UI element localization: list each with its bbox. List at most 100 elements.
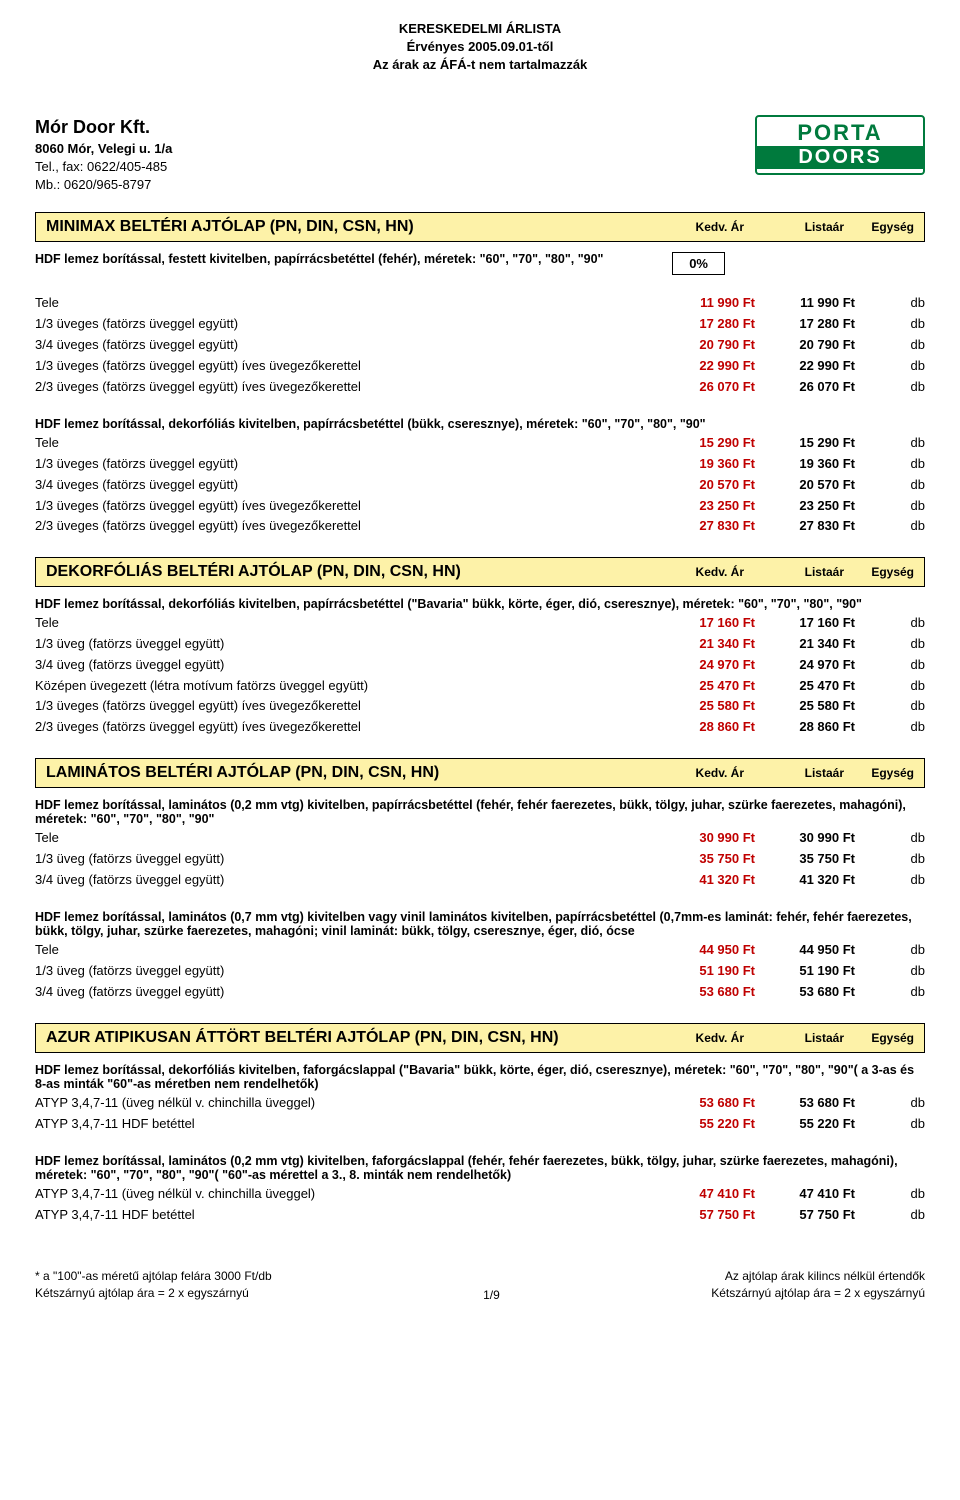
row-unit: db bbox=[855, 676, 925, 697]
header-line-3: Az árak az ÁFÁ-t nem tartalmazzák bbox=[35, 56, 925, 74]
footer-left-2: Kétszárnyú ajtólap ára = 2 x egyszárnyú bbox=[35, 1285, 272, 1302]
section-header: MINIMAX BELTÉRI AJTÓLAP (PN, DIN, CSN, H… bbox=[35, 212, 925, 242]
row-kedv-ar: 55 220 Ft bbox=[655, 1114, 755, 1135]
row-listaar: 57 750 Ft bbox=[755, 1205, 855, 1226]
price-row: 2/3 üveges (fatörzs üveggel együtt) íves… bbox=[35, 516, 925, 537]
row-unit: db bbox=[855, 634, 925, 655]
row-listaar: 19 360 Ft bbox=[755, 454, 855, 475]
row-unit: db bbox=[855, 1205, 925, 1226]
price-row: ATYP 3,4,7-11 HDF betéttel57 750 Ft57 75… bbox=[35, 1205, 925, 1226]
col-kedv-ar: Kedv. Ár bbox=[644, 565, 744, 579]
company-tel: Tel., fax: 0622/405-485 bbox=[35, 158, 172, 176]
col-listaar: Listaár bbox=[744, 766, 844, 780]
row-listaar: 27 830 Ft bbox=[755, 516, 855, 537]
row-kedv-ar: 53 680 Ft bbox=[655, 982, 755, 1003]
price-row: Tele15 290 Ft15 290 Ftdb bbox=[35, 433, 925, 454]
price-row: ATYP 3,4,7-11 (üveg nélkül v. chinchilla… bbox=[35, 1093, 925, 1114]
row-kedv-ar: 35 750 Ft bbox=[655, 849, 755, 870]
row-kedv-ar: 22 990 Ft bbox=[655, 356, 755, 377]
price-row: Középen üvegezett (létra motívum fatörzs… bbox=[35, 676, 925, 697]
row-label: ATYP 3,4,7-11 (üveg nélkül v. chinchilla… bbox=[35, 1184, 655, 1205]
row-listaar: 22 990 Ft bbox=[755, 356, 855, 377]
row-kedv-ar: 51 190 Ft bbox=[655, 961, 755, 982]
group-subhead: HDF lemez borítással, dekorfóliás kivite… bbox=[35, 417, 925, 431]
section-header: DEKORFÓLIÁS BELTÉRI AJTÓLAP (PN, DIN, CS… bbox=[35, 557, 925, 587]
row-unit: db bbox=[855, 1114, 925, 1135]
row-listaar: 11 990 Ft bbox=[755, 293, 855, 314]
group-subhead: HDF lemez borítással, laminátos (0,2 mm … bbox=[35, 798, 925, 826]
row-listaar: 30 990 Ft bbox=[755, 828, 855, 849]
row-label: Tele bbox=[35, 293, 655, 314]
row-kedv-ar: 25 470 Ft bbox=[655, 676, 755, 697]
company-block: Mór Door Kft. 8060 Mór, Velegi u. 1/a Te… bbox=[35, 115, 925, 195]
row-label: Tele bbox=[35, 940, 655, 961]
price-row: ATYP 3,4,7-11 (üveg nélkül v. chinchilla… bbox=[35, 1184, 925, 1205]
row-listaar: 28 860 Ft bbox=[755, 717, 855, 738]
col-listaar: Listaár bbox=[744, 565, 844, 579]
row-label: 1/3 üveges (fatörzs üveggel együtt) bbox=[35, 314, 655, 335]
col-egyseg: Egység bbox=[844, 565, 914, 579]
price-row: 1/3 üveg (fatörzs üveggel együtt)21 340 … bbox=[35, 634, 925, 655]
row-listaar: 21 340 Ft bbox=[755, 634, 855, 655]
col-listaar: Listaár bbox=[744, 1031, 844, 1045]
discount-row: HDF lemez borítással, festett kivitelben… bbox=[35, 252, 925, 275]
row-listaar: 35 750 Ft bbox=[755, 849, 855, 870]
row-kedv-ar: 28 860 Ft bbox=[655, 717, 755, 738]
row-kedv-ar: 17 280 Ft bbox=[655, 314, 755, 335]
row-kedv-ar: 47 410 Ft bbox=[655, 1184, 755, 1205]
row-unit: db bbox=[855, 516, 925, 537]
price-row: Tele30 990 Ft30 990 Ftdb bbox=[35, 828, 925, 849]
row-kedv-ar: 15 290 Ft bbox=[655, 433, 755, 454]
row-label: 3/4 üveg (fatörzs üveggel együtt) bbox=[35, 982, 655, 1003]
header-line-2: Érvényes 2005.09.01-től bbox=[35, 38, 925, 56]
row-kedv-ar: 20 570 Ft bbox=[655, 475, 755, 496]
price-row: Tele17 160 Ft17 160 Ftdb bbox=[35, 613, 925, 634]
row-label: 1/3 üveges (fatörzs üveggel együtt) íves… bbox=[35, 356, 655, 377]
page-number: 1/9 bbox=[451, 1288, 531, 1302]
price-row: 1/3 üveges (fatörzs üveggel együtt)17 28… bbox=[35, 314, 925, 335]
row-kedv-ar: 53 680 Ft bbox=[655, 1093, 755, 1114]
row-kedv-ar: 21 340 Ft bbox=[655, 634, 755, 655]
col-kedv-ar: Kedv. Ár bbox=[644, 220, 744, 234]
row-listaar: 23 250 Ft bbox=[755, 496, 855, 517]
row-kedv-ar: 20 790 Ft bbox=[655, 335, 755, 356]
company-address: 8060 Mór, Velegi u. 1/a bbox=[35, 140, 172, 158]
footer-right-2: Kétszárnyú ajtólap ára = 2 x egyszárnyú bbox=[711, 1285, 925, 1302]
section-header: LAMINÁTOS BELTÉRI AJTÓLAP (PN, DIN, CSN,… bbox=[35, 758, 925, 788]
company-info: Mór Door Kft. 8060 Mór, Velegi u. 1/a Te… bbox=[35, 115, 172, 195]
row-listaar: 15 290 Ft bbox=[755, 433, 855, 454]
row-kedv-ar: 25 580 Ft bbox=[655, 696, 755, 717]
col-egyseg: Egység bbox=[844, 220, 914, 234]
row-label: 2/3 üveges (fatörzs üveggel együtt) íves… bbox=[35, 377, 655, 398]
row-label: Középen üvegezett (létra motívum fatörzs… bbox=[35, 676, 655, 697]
group-subhead: HDF lemez borítással, laminátos (0,7 mm … bbox=[35, 910, 925, 938]
row-kedv-ar: 17 160 Ft bbox=[655, 613, 755, 634]
row-listaar: 17 280 Ft bbox=[755, 314, 855, 335]
price-row: 1/3 üveges (fatörzs üveggel együtt) íves… bbox=[35, 696, 925, 717]
price-row: 3/4 üveg (fatörzs üveggel együtt)53 680 … bbox=[35, 982, 925, 1003]
row-listaar: 17 160 Ft bbox=[755, 613, 855, 634]
row-kedv-ar: 11 990 Ft bbox=[655, 293, 755, 314]
row-label: 1/3 üveg (fatörzs üveggel együtt) bbox=[35, 634, 655, 655]
group-subhead: HDF lemez borítással, dekorfóliás kivite… bbox=[35, 597, 925, 611]
price-row: 2/3 üveges (fatörzs üveggel együtt) íves… bbox=[35, 377, 925, 398]
row-kedv-ar: 44 950 Ft bbox=[655, 940, 755, 961]
col-listaar: Listaár bbox=[744, 220, 844, 234]
row-kedv-ar: 24 970 Ft bbox=[655, 655, 755, 676]
price-row: Tele11 990 Ft11 990 Ftdb bbox=[35, 293, 925, 314]
row-listaar: 53 680 Ft bbox=[755, 1093, 855, 1114]
row-listaar: 24 970 Ft bbox=[755, 655, 855, 676]
footer-right-1: Az ajtólap árak kilincs nélkül értendők bbox=[711, 1268, 925, 1285]
row-unit: db bbox=[855, 314, 925, 335]
price-row: 3/4 üveges (fatörzs üveggel együtt)20 79… bbox=[35, 335, 925, 356]
row-label: 1/3 üveg (fatörzs üveggel együtt) bbox=[35, 961, 655, 982]
row-label: 3/4 üveg (fatörzs üveggel együtt) bbox=[35, 870, 655, 891]
row-listaar: 47 410 Ft bbox=[755, 1184, 855, 1205]
page-header: KERESKEDELMI ÁRLISTA Érvényes 2005.09.01… bbox=[35, 20, 925, 75]
row-kedv-ar: 19 360 Ft bbox=[655, 454, 755, 475]
row-kedv-ar: 41 320 Ft bbox=[655, 870, 755, 891]
row-label: Tele bbox=[35, 828, 655, 849]
row-kedv-ar: 26 070 Ft bbox=[655, 377, 755, 398]
row-label: 3/4 üveges (fatörzs üveggel együtt) bbox=[35, 335, 655, 356]
price-row: 1/3 üveg (fatörzs üveggel együtt)51 190 … bbox=[35, 961, 925, 982]
